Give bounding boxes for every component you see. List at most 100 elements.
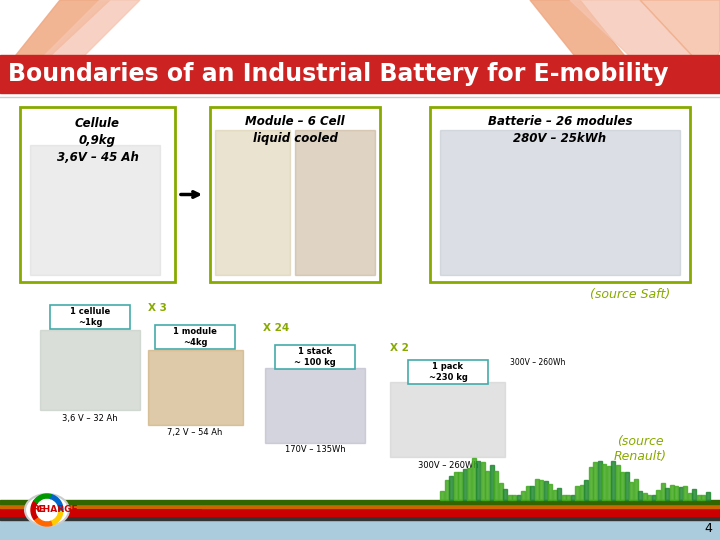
- Bar: [526, 486, 529, 500]
- Text: 1 module
~4kg: 1 module ~4kg: [173, 327, 217, 347]
- Wedge shape: [31, 501, 37, 519]
- Polygon shape: [25, 0, 140, 75]
- Bar: [516, 495, 521, 500]
- Text: X 24: X 24: [263, 323, 289, 333]
- Polygon shape: [640, 0, 720, 75]
- Bar: [449, 476, 453, 500]
- Bar: [647, 495, 651, 500]
- Bar: [642, 493, 647, 500]
- Bar: [454, 472, 457, 500]
- Bar: [467, 468, 471, 500]
- Bar: [674, 487, 678, 500]
- Bar: [534, 479, 539, 500]
- Bar: [552, 490, 557, 500]
- Text: Cellule
0,9kg
3,6V – 45 Ah: Cellule 0,9kg 3,6V – 45 Ah: [57, 117, 138, 164]
- Bar: [521, 491, 525, 500]
- Bar: [155, 325, 235, 349]
- Wedge shape: [34, 494, 52, 503]
- Bar: [0, 516, 720, 520]
- Text: X 3: X 3: [148, 303, 167, 313]
- Bar: [40, 330, 140, 410]
- Bar: [692, 489, 696, 500]
- Text: 1 pack
~230 kg: 1 pack ~230 kg: [428, 362, 467, 382]
- Bar: [656, 490, 660, 500]
- Bar: [440, 130, 680, 275]
- Text: 4: 4: [704, 522, 712, 535]
- Bar: [634, 478, 637, 500]
- Text: Boundaries of an Industrial Battery for E-mobility: Boundaries of an Industrial Battery for …: [8, 62, 668, 86]
- Bar: [638, 491, 642, 500]
- Bar: [701, 495, 705, 500]
- Bar: [624, 472, 629, 500]
- Bar: [670, 485, 673, 500]
- Text: 1 stack
~ 100 kg: 1 stack ~ 100 kg: [294, 347, 336, 367]
- Wedge shape: [34, 517, 52, 526]
- Bar: [0, 504, 720, 508]
- Bar: [678, 487, 683, 500]
- Bar: [602, 464, 606, 500]
- Polygon shape: [530, 0, 640, 75]
- Bar: [580, 484, 583, 500]
- Bar: [557, 488, 561, 500]
- Bar: [503, 489, 507, 500]
- Bar: [512, 495, 516, 500]
- Bar: [593, 462, 597, 500]
- Bar: [458, 472, 462, 500]
- Bar: [0, 508, 720, 516]
- Bar: [472, 458, 475, 500]
- Polygon shape: [0, 0, 110, 75]
- Bar: [544, 481, 547, 500]
- Text: 170V – 135Wh: 170V – 135Wh: [284, 446, 346, 455]
- Bar: [0, 55, 720, 93]
- Text: RE: RE: [32, 505, 45, 515]
- Bar: [485, 471, 489, 500]
- Bar: [620, 472, 624, 500]
- Bar: [50, 305, 130, 329]
- Bar: [215, 130, 290, 275]
- Bar: [275, 345, 355, 369]
- Bar: [588, 467, 593, 500]
- Wedge shape: [50, 495, 63, 510]
- Bar: [480, 462, 485, 500]
- Bar: [0, 500, 720, 504]
- Text: CHARGE: CHARGE: [36, 505, 78, 515]
- Bar: [570, 495, 575, 500]
- Bar: [390, 382, 505, 457]
- Bar: [440, 491, 444, 500]
- Bar: [494, 471, 498, 500]
- Bar: [0, 520, 720, 540]
- Bar: [629, 482, 633, 500]
- Bar: [575, 486, 579, 500]
- Bar: [408, 360, 488, 384]
- Bar: [706, 492, 709, 500]
- Text: Module – 6 Cell
liquid cooled: Module – 6 Cell liquid cooled: [246, 115, 345, 145]
- Bar: [148, 350, 243, 425]
- Bar: [611, 461, 615, 500]
- Bar: [498, 483, 503, 500]
- Bar: [652, 495, 655, 500]
- Bar: [530, 486, 534, 500]
- Bar: [660, 483, 665, 500]
- Bar: [539, 480, 543, 500]
- Bar: [295, 130, 375, 275]
- Text: Batterie – 26 modules
280V – 25kWh: Batterie – 26 modules 280V – 25kWh: [487, 115, 632, 145]
- Bar: [566, 495, 570, 500]
- Text: 300V – 260Wh: 300V – 260Wh: [510, 358, 565, 367]
- Bar: [508, 495, 511, 500]
- Text: 7,2 V – 54 Ah: 7,2 V – 54 Ah: [167, 428, 222, 436]
- Bar: [548, 484, 552, 500]
- Bar: [696, 495, 701, 500]
- Bar: [30, 145, 160, 275]
- Bar: [476, 461, 480, 500]
- Bar: [20, 107, 175, 282]
- Text: X 2: X 2: [390, 343, 409, 353]
- Text: 3,6 V – 32 Ah: 3,6 V – 32 Ah: [62, 414, 118, 422]
- Bar: [562, 495, 565, 500]
- Bar: [430, 107, 690, 282]
- Bar: [210, 107, 380, 282]
- Bar: [683, 487, 687, 500]
- Ellipse shape: [25, 494, 69, 526]
- Bar: [665, 488, 669, 500]
- Bar: [688, 493, 691, 500]
- Text: (source Saft): (source Saft): [590, 288, 670, 301]
